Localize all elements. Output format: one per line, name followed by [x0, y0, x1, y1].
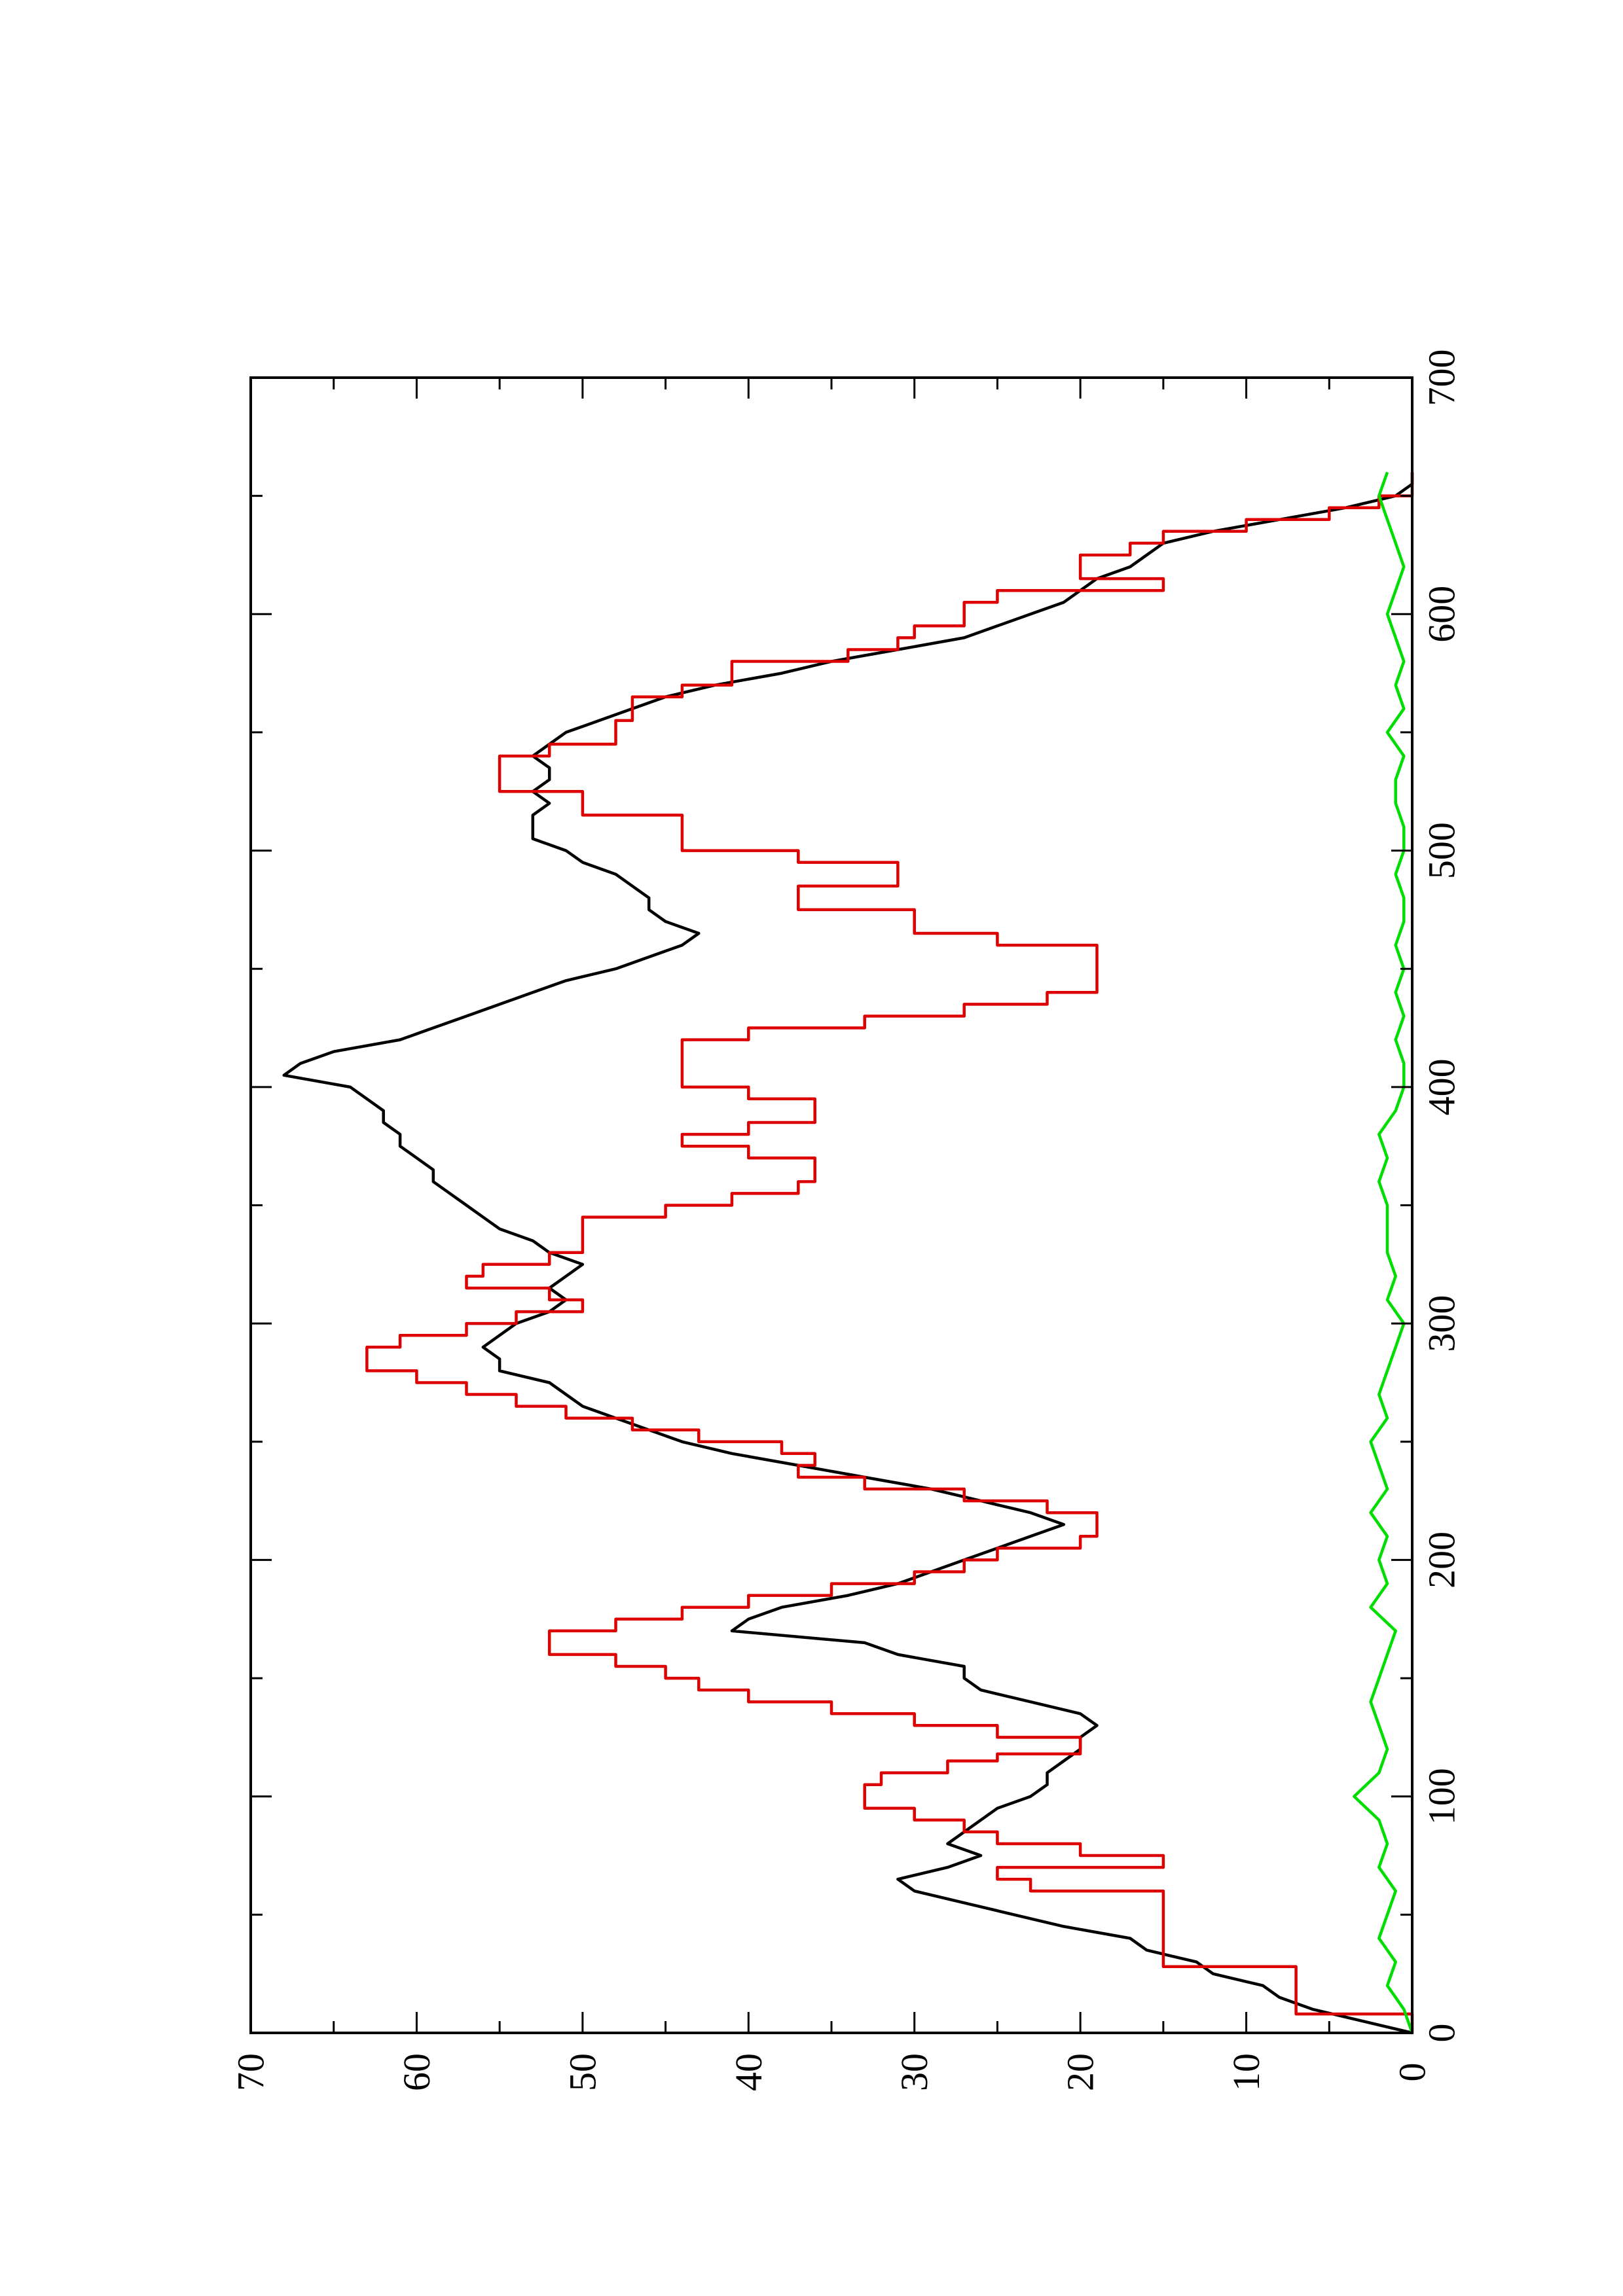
y-tick-label: 70: [230, 2053, 272, 2091]
series-line-3: [1353, 471, 1414, 2034]
x-tick-label: 300: [1421, 1295, 1463, 1352]
x-tick-label: 600: [1421, 586, 1463, 643]
tick-marks: [249, 376, 1413, 2034]
y-tick-label: 20: [1059, 2053, 1102, 2091]
x-tick-label: 400: [1421, 1058, 1463, 1115]
x-tick-label: 700: [1421, 350, 1463, 406]
x-tick-label: 200: [1421, 1532, 1463, 1588]
x-tick-label: 0: [1421, 2024, 1463, 2043]
y-tick-label: 60: [395, 2053, 438, 2091]
y-tick-label: 10: [1225, 2053, 1267, 2091]
y-tick-label: 50: [561, 2053, 604, 2091]
tick-labels: 0 100 200 300 400 500 600 700 0 10 20 30 40 50 60 70: [230, 350, 1463, 2092]
series-line-2: [365, 472, 1414, 2033]
y-tick-label: 30: [893, 2053, 936, 2091]
x-tick-label: 100: [1421, 1768, 1463, 1825]
y-tick-label: 40: [727, 2053, 770, 2091]
x-tick-label: 500: [1421, 822, 1463, 879]
y-tick-label: 0: [1391, 2063, 1434, 2082]
series-layer: [282, 471, 1414, 2035]
